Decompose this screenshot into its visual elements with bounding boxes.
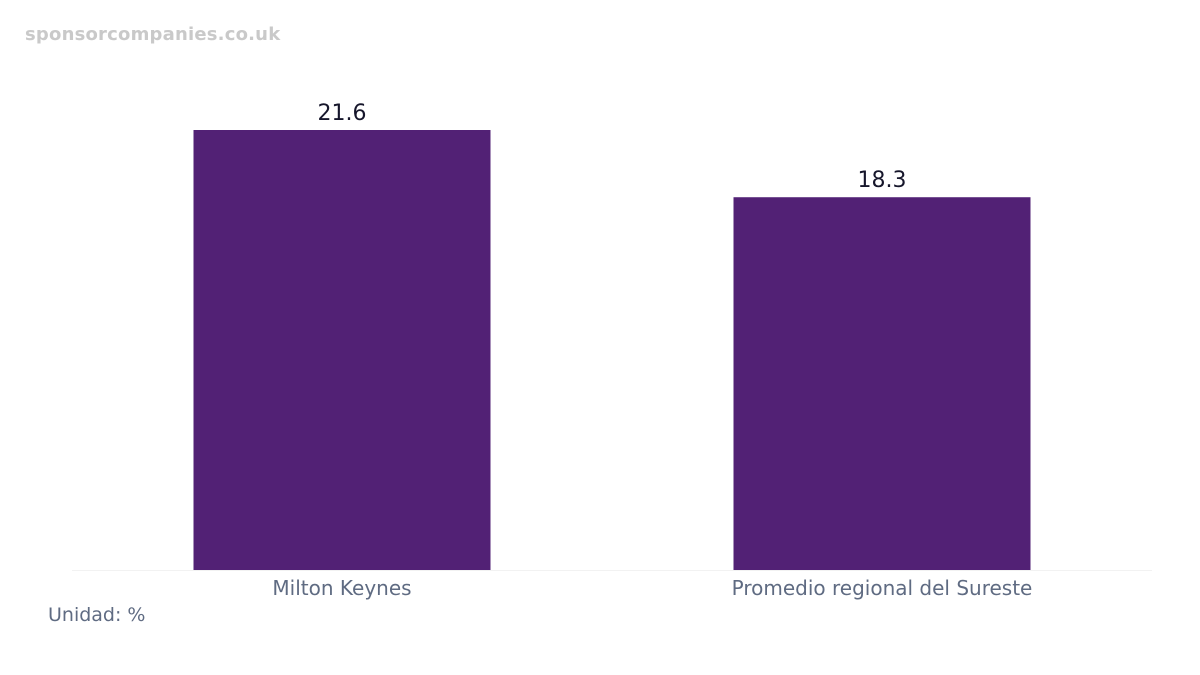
watermark: sponsorcompanies.co.uk xyxy=(25,24,281,45)
bar-value-label-0: 21.6 xyxy=(318,101,367,126)
bar-0 xyxy=(193,130,491,570)
x-tick-label-0: Milton Keynes xyxy=(272,576,411,600)
bar-1 xyxy=(733,197,1031,570)
bar-value-label-1: 18.3 xyxy=(858,168,907,193)
unit-label: Unidad: % xyxy=(48,604,146,626)
x-tick-label-1: Promedio regional del Sureste xyxy=(732,576,1033,600)
